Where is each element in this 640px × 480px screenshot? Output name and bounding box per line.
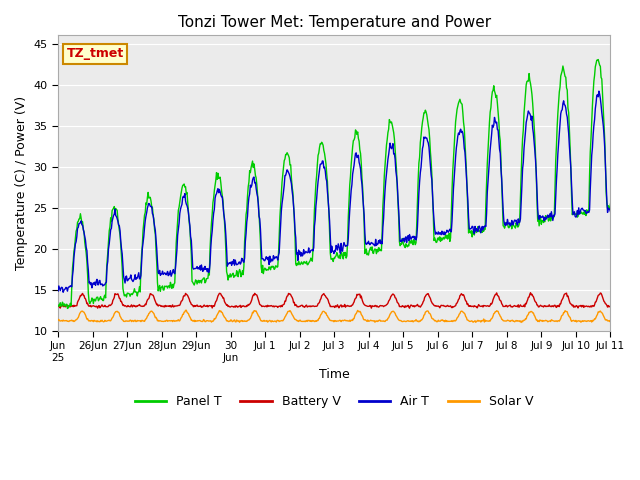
Text: TZ_tmet: TZ_tmet	[67, 48, 124, 60]
Title: Tonzi Tower Met: Temperature and Power: Tonzi Tower Met: Temperature and Power	[178, 15, 491, 30]
Legend: Panel T, Battery V, Air T, Solar V: Panel T, Battery V, Air T, Solar V	[130, 390, 539, 413]
Y-axis label: Temperature (C) / Power (V): Temperature (C) / Power (V)	[15, 96, 28, 270]
X-axis label: Time: Time	[319, 368, 349, 382]
